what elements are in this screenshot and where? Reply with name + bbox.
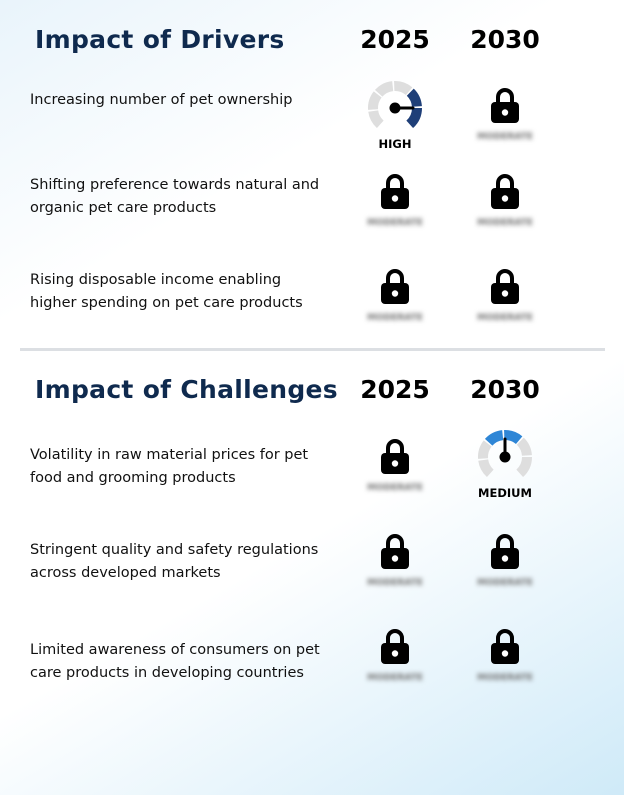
driver-row-label: Shifting preference towards natural and … xyxy=(30,177,320,216)
gauge-hub xyxy=(499,451,511,463)
challenge-row-label: Volatility in raw material prices for pe… xyxy=(30,447,309,486)
challenge-1-2030-cell: MEDIUM xyxy=(455,429,555,509)
drivers-year-2030: 2030 xyxy=(470,25,540,54)
challenge-1-2025-cell[interactable]: MODERATE xyxy=(345,437,445,517)
lock-icon[interactable] xyxy=(380,437,410,475)
lock-icon[interactable] xyxy=(490,86,520,124)
challenge-row-label: Stringent quality and safety regulations… xyxy=(30,542,319,581)
locked-value: MODERATE xyxy=(477,578,533,588)
gauge-hub xyxy=(389,102,401,114)
gauge-segment xyxy=(516,457,532,478)
gauge-segment xyxy=(406,88,422,107)
challenge-row-label: Limited awareness of consumers on pet ca… xyxy=(30,642,320,681)
gauge-segment xyxy=(374,81,394,97)
challenge-3-2030-cell[interactable]: MODERATE xyxy=(455,627,555,707)
locked-value: MODERATE xyxy=(367,218,423,228)
driver-row-label: Rising disposable income enabling higher… xyxy=(30,272,303,311)
gauge-segment xyxy=(516,437,532,456)
lock-icon[interactable] xyxy=(380,267,410,305)
section-divider xyxy=(20,348,605,351)
driver-3-2030-cell[interactable]: MODERATE xyxy=(455,267,555,347)
gauge-segment xyxy=(504,430,523,444)
locked-value: MODERATE xyxy=(477,313,533,323)
challenges-title: Impact of Challenges xyxy=(35,375,338,404)
locked-value: MODERATE xyxy=(477,673,533,683)
locked-value: MODERATE xyxy=(367,483,423,493)
driver-1-2025-cell: HIGH xyxy=(345,80,445,160)
lock-icon[interactable] xyxy=(490,172,520,210)
locked-value: MODERATE xyxy=(367,673,423,683)
lock-icon[interactable] xyxy=(490,267,520,305)
drivers-year-2025: 2025 xyxy=(360,25,430,54)
driver-row-label: Increasing number of pet ownership xyxy=(30,92,293,108)
driver-1-2030-cell[interactable]: MODERATE xyxy=(455,86,555,166)
gauge-segment xyxy=(484,430,504,446)
drivers-title: Impact of Drivers xyxy=(35,25,285,54)
lock-icon[interactable] xyxy=(490,532,520,570)
challenges-year-2030: 2030 xyxy=(470,375,540,404)
locked-value: MODERATE xyxy=(367,313,423,323)
gauge-segment xyxy=(368,110,384,129)
challenges-year-2025: 2025 xyxy=(360,375,430,404)
driver-3-2025-cell[interactable]: MODERATE xyxy=(345,267,445,347)
impact-level-label: HIGH xyxy=(378,137,412,151)
lock-icon[interactable] xyxy=(380,627,410,665)
gauge-icon xyxy=(478,430,532,478)
gauge-segment xyxy=(368,91,382,110)
impact-level-label: MEDIUM xyxy=(478,486,532,500)
locked-value: MODERATE xyxy=(477,218,533,228)
gauge-segment xyxy=(406,108,422,129)
gauge-icon xyxy=(368,81,422,129)
driver-2-2025-cell[interactable]: MODERATE xyxy=(345,172,445,252)
locked-value: MODERATE xyxy=(367,578,423,588)
challenge-2-2025-cell[interactable]: MODERATE xyxy=(345,532,445,612)
gauge-segment xyxy=(478,440,492,459)
lock-icon[interactable] xyxy=(380,172,410,210)
challenge-2-2030-cell[interactable]: MODERATE xyxy=(455,532,555,612)
lock-icon[interactable] xyxy=(490,627,520,665)
lock-icon[interactable] xyxy=(380,532,410,570)
locked-value: MODERATE xyxy=(477,132,533,142)
challenge-3-2025-cell[interactable]: MODERATE xyxy=(345,627,445,707)
gauge-segment xyxy=(394,81,413,95)
driver-2-2030-cell[interactable]: MODERATE xyxy=(455,172,555,252)
gauge-segment xyxy=(478,459,494,478)
